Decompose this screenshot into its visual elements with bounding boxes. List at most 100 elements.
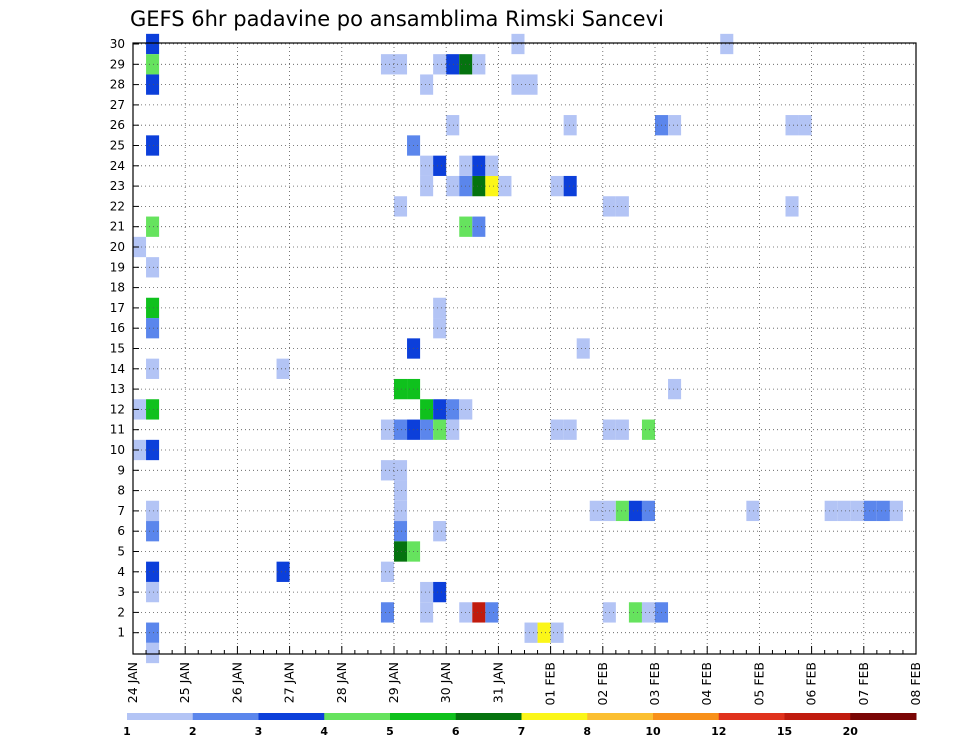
heatmap-cell [420,175,434,197]
heatmap-cell [146,74,160,95]
y-tick-label: 28 [110,78,125,92]
heatmap-cell [563,115,577,136]
legend-label: 10 [645,725,661,738]
y-tick-label: 17 [110,301,125,315]
legend-swatch [587,713,654,720]
x-tick-label: 02 FEB [595,662,610,706]
heatmap-cell [641,602,655,623]
heatmap-cell [746,500,760,522]
heatmap-cell [133,236,147,258]
heatmap-cell [876,500,890,522]
heatmap-cell [394,378,408,400]
y-tick-label: 15 [110,342,125,356]
heatmap-cell [146,561,160,582]
legend-label: 2 [189,725,197,738]
heatmap-cell [433,399,447,420]
y-tick-label: 1 [117,626,125,640]
x-tick-label: 31 JAN [490,662,505,703]
legend-swatch [653,713,720,720]
heatmap-cell [446,399,460,420]
legend-label: 3 [255,725,263,738]
x-tick-label: 24 JAN [125,662,140,703]
heatmap-cell [146,318,160,339]
x-axis: 24 JAN 25 JAN 26 JAN 27 JAN 28 JAN 29 JAN 30 J… [125,646,923,706]
heatmap-cell [863,500,877,522]
legend-label: 8 [583,725,591,738]
y-tick-label: 12 [110,402,125,416]
heatmap-cell [380,460,394,481]
legend-swatch [784,713,851,720]
heatmap-cell [420,419,434,440]
heatmap-cell [485,175,499,197]
heatmap-cell [446,175,460,197]
legend-label: 1 [123,725,131,738]
y-tick-label: 14 [110,362,125,376]
heatmap-cell [472,54,486,75]
heatmap-cell [720,33,734,55]
heatmap-cell [394,460,408,481]
heatmap-cell [146,216,160,237]
heatmap-cell [576,338,590,359]
x-tick-label: 03 FEB [647,662,662,706]
y-tick-label: 5 [117,545,125,559]
x-tick-label: 27 JAN [282,662,297,703]
heatmap-cell [146,399,160,420]
y-tick-label: 16 [110,321,125,335]
heatmap-cell [446,54,460,75]
heatmap-cell [785,115,799,136]
x-tick-label: 08 FEB [908,662,923,706]
heatmap-cell [380,419,394,440]
y-tick-label: 8 [117,484,125,498]
heatmap-cell [485,602,499,623]
y-tick-label: 19 [110,260,125,274]
heatmap-cell [146,521,160,542]
heatmap-cell [668,115,682,136]
heatmap-cell [394,196,408,217]
x-tick-label: 29 JAN [386,662,401,703]
heatmap-cell [628,602,642,623]
y-tick-label: 11 [110,423,125,437]
x-tick-label: 07 FEB [856,662,871,706]
heatmap-cell [394,541,408,562]
heatmap-cell [537,622,551,643]
heatmap-cell [380,602,394,623]
legend-label: 4 [320,725,328,738]
y-tick-label: 23 [110,179,125,193]
heatmap-cell [589,500,603,522]
heatmap-cell [146,54,160,75]
heatmap-cell [276,561,290,582]
x-tick-label: 30 JAN [438,662,453,703]
heatmap-cell [394,419,408,440]
heatmap-cell [615,419,629,440]
heatmap-cell [146,581,160,603]
legend-swatch [850,713,917,720]
legend-swatch [258,713,325,720]
heatmap-cell [641,500,655,522]
heatmap-cell [394,521,408,542]
heatmap-cell [563,175,577,197]
heatmap-cell [394,54,408,75]
chart-title: GEFS 6hr padavine po ansamblima Rimski S… [130,7,664,31]
heatmap-cell [146,135,160,156]
heatmap-cell [146,358,160,379]
y-tick-label: 9 [117,463,125,477]
heatmap-cell [524,74,538,95]
legend-label: 5 [386,725,394,738]
heatmap-cell [394,500,408,522]
heatmap-cell [420,581,434,603]
x-tick-label: 25 JAN [177,662,192,703]
heatmap-cell [615,196,629,217]
legend-swatch [521,713,588,720]
legend-label: 7 [518,725,526,738]
color-legend: 1 2 3 4 5 6 7 8 10 12 15 20 [123,713,917,738]
heatmap-cell [446,115,460,136]
heatmap-cell [380,561,394,582]
x-tick-label: 06 FEB [804,662,819,706]
y-tick-label: 21 [110,220,125,234]
heatmap-cell [824,500,838,522]
y-tick-label: 6 [117,524,125,538]
heatmap-cell [485,155,499,176]
x-tick-label: 04 FEB [699,662,714,706]
heatmap-cell [472,602,486,623]
legend-swatch [192,713,259,720]
